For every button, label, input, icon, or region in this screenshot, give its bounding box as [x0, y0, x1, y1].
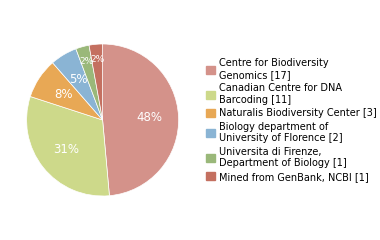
Text: 2%: 2% [79, 57, 93, 66]
Wedge shape [89, 44, 103, 120]
Wedge shape [30, 63, 103, 120]
Wedge shape [76, 45, 103, 120]
Wedge shape [27, 96, 109, 196]
Wedge shape [52, 49, 103, 120]
Text: 2%: 2% [90, 55, 104, 64]
Text: 31%: 31% [53, 143, 79, 156]
Wedge shape [103, 44, 179, 196]
Text: 48%: 48% [137, 111, 163, 124]
Text: 8%: 8% [54, 88, 73, 101]
Legend: Centre for Biodiversity
Genomics [17], Canadian Centre for DNA
Barcoding [11], N: Centre for Biodiversity Genomics [17], C… [206, 58, 377, 182]
Text: 5%: 5% [69, 73, 88, 86]
